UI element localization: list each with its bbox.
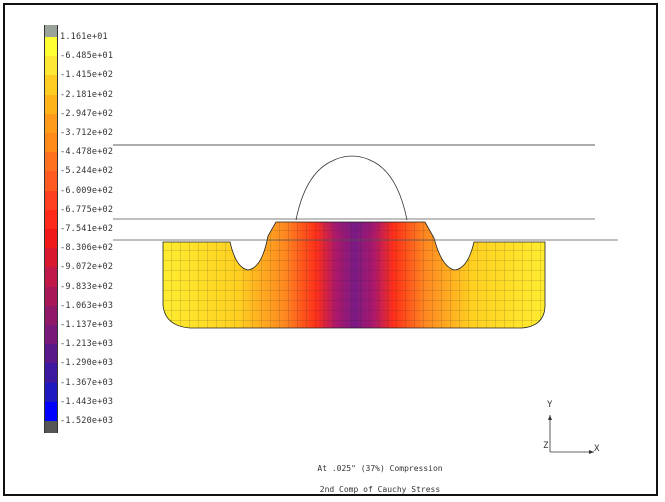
legend-label: -6.485e+01 xyxy=(60,51,114,62)
caption-compression: At .025" (37%) Compression xyxy=(317,464,443,473)
legend-label: -9.072e+02 xyxy=(60,262,114,273)
legend-label: -1.443e+03 xyxy=(60,396,114,407)
legend-label: -1.063e+03 xyxy=(60,300,114,311)
legend-swatch xyxy=(44,56,58,76)
deformed-body xyxy=(163,222,545,328)
legend-swatch xyxy=(44,113,58,133)
triad-y-label: Y xyxy=(547,400,553,410)
legend-label: -2.947e+02 xyxy=(60,108,114,119)
y-arrowhead xyxy=(548,415,552,420)
legend-label: -1.137e+03 xyxy=(60,320,114,330)
body-outline xyxy=(162,221,546,329)
legend-swatch xyxy=(44,94,58,114)
legend-swatch xyxy=(44,363,58,383)
legend-swatch xyxy=(44,248,58,268)
legend-label: -2.181e+02 xyxy=(60,89,114,100)
legend-label: -8.306e+02 xyxy=(60,243,114,254)
legend-swatch xyxy=(44,421,58,433)
legend-label: -1.213e+03 xyxy=(60,339,114,350)
x-arrowhead xyxy=(589,450,594,454)
legend-label: -6.775e+02 xyxy=(60,204,114,215)
legend-label: -4.478e+02 xyxy=(60,147,114,158)
legend-swatch xyxy=(44,209,58,229)
legend-label: -7.541e+02 xyxy=(60,224,114,234)
legend-swatch xyxy=(44,37,58,57)
legend-swatch xyxy=(44,267,58,287)
legend-label: -5.244e+02 xyxy=(60,166,114,177)
legend-label: -6.009e+02 xyxy=(60,185,114,196)
original-profile-outline xyxy=(295,155,408,221)
legend-swatch xyxy=(44,325,58,345)
legend-swatch xyxy=(44,25,58,37)
triad-z-label: Z xyxy=(543,441,549,451)
legend-swatch xyxy=(44,286,58,306)
caption-stress: 2nd Comp of Cauchy Stress xyxy=(319,485,441,494)
legend-swatch xyxy=(44,305,58,325)
legend-swatch xyxy=(44,152,58,172)
legend-swatch xyxy=(44,344,58,364)
legend-label: -3.712e+02 xyxy=(60,128,114,138)
legend-swatch xyxy=(44,171,58,191)
legend-label: -1.415e+02 xyxy=(60,70,114,81)
legend-label: -1.520e+03 xyxy=(60,416,114,426)
legend-swatch xyxy=(44,133,58,153)
triad-x-label: X xyxy=(594,444,600,454)
legend-swatch xyxy=(44,401,58,421)
legend-swatch xyxy=(44,75,58,95)
legend-label: -1.367e+03 xyxy=(60,377,114,388)
legend-swatch xyxy=(44,190,58,210)
legend-label: 1.161e+01 xyxy=(60,32,108,42)
legend-label: -1.290e+03 xyxy=(60,358,114,369)
legend-swatch xyxy=(44,382,58,402)
coordinate-triad xyxy=(548,415,594,454)
legend-swatch xyxy=(44,229,58,249)
legend-label: -9.833e+02 xyxy=(60,281,114,292)
